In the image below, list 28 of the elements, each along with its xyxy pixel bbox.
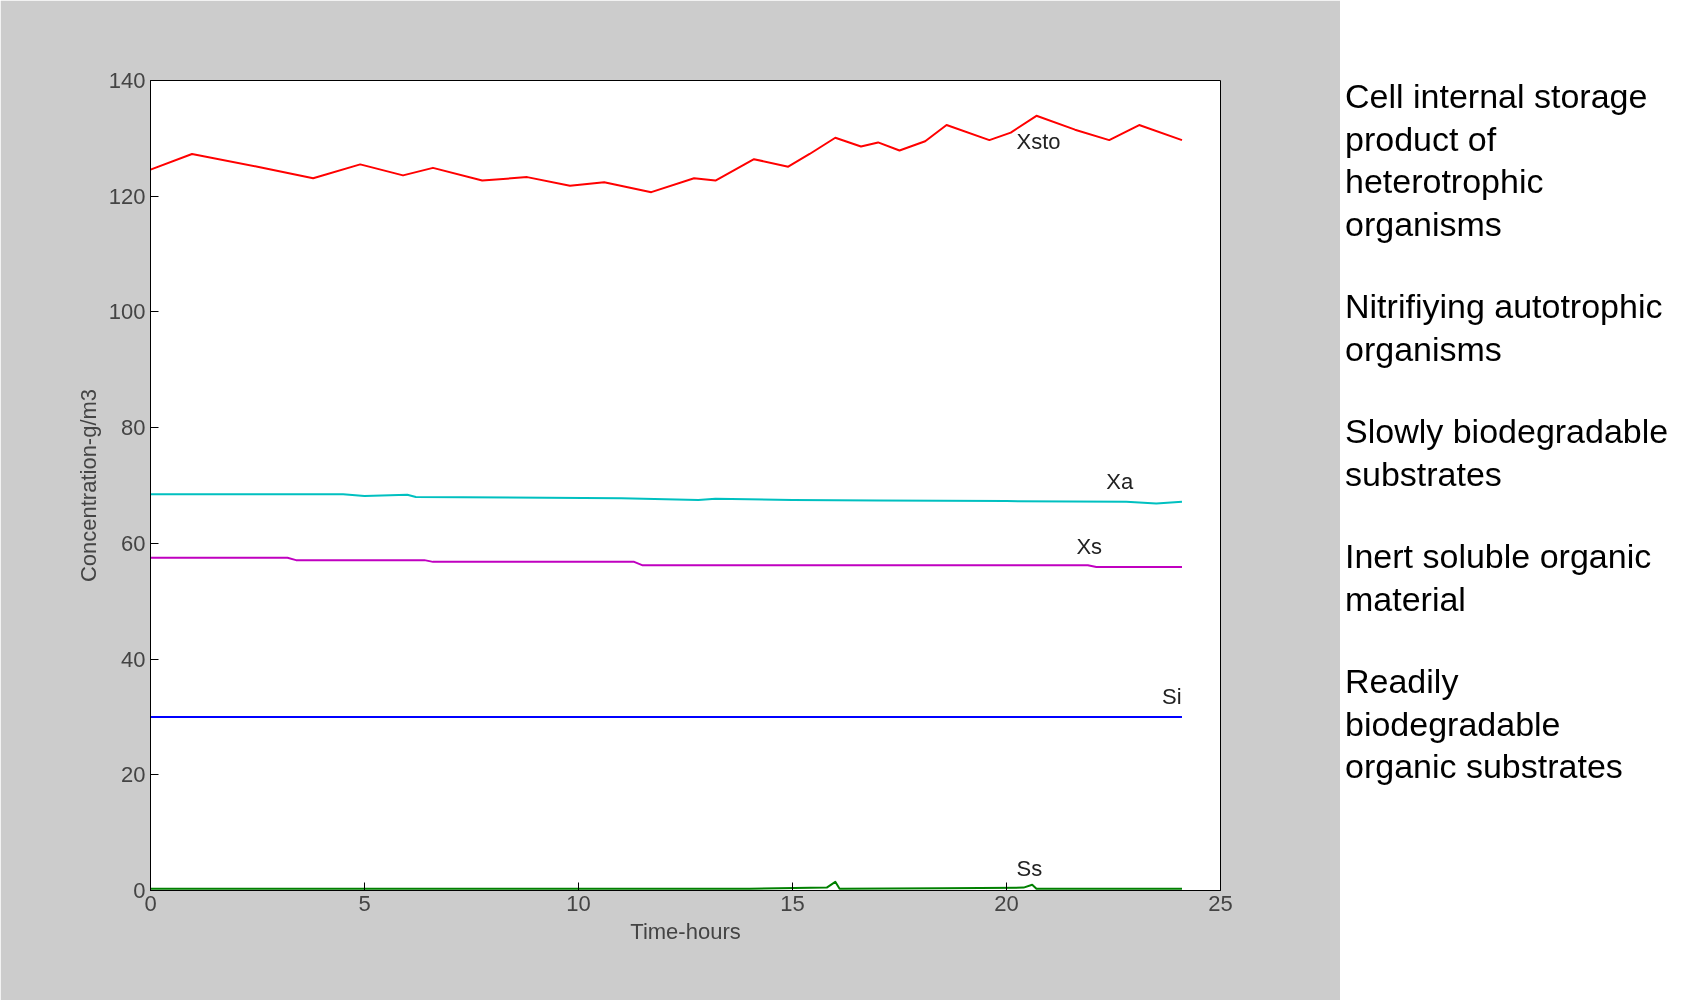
y-tick-label: 80 [121,415,146,441]
series-label: Si [1161,683,1182,709]
text: Cell internal storage product of heterotrophic organisms [1345,76,1649,245]
y-tick-label: 140 [108,68,146,93]
x-tick-label: 25 [1208,890,1233,916]
y-tick-label: 120 [108,183,146,209]
line-series [150,493,1183,505]
y-tick-label: 40 [121,646,146,672]
x-tick-label: 10 [566,890,591,916]
line-series [150,556,1183,569]
x-axis-title: Time-hours [630,918,741,944]
series-label: Ss [1016,855,1043,881]
series-label: Xs [1076,534,1103,560]
x-tick-label: 15 [780,890,805,916]
y-axis-title: Concentration-g/m3 [75,388,101,583]
text: Nitrifiying autotrophic organisms [1345,286,1664,370]
text: Inert soluble organic material [1345,536,1653,620]
text: Slowly biodegradable substrates [1345,411,1670,495]
line-series [150,114,1183,194]
y-tick-label: 100 [108,299,146,325]
line-series [150,880,1183,890]
x-tick-label: 5 [358,890,371,916]
x-tick-label: 20 [994,890,1019,916]
series-label: Xa [1106,468,1135,494]
text: Readily biodegradable organic substrates [1345,661,1624,787]
y-tick-label: 60 [121,530,146,556]
y-tick-label: 20 [121,762,146,788]
series-label: Xsto [1016,128,1061,154]
